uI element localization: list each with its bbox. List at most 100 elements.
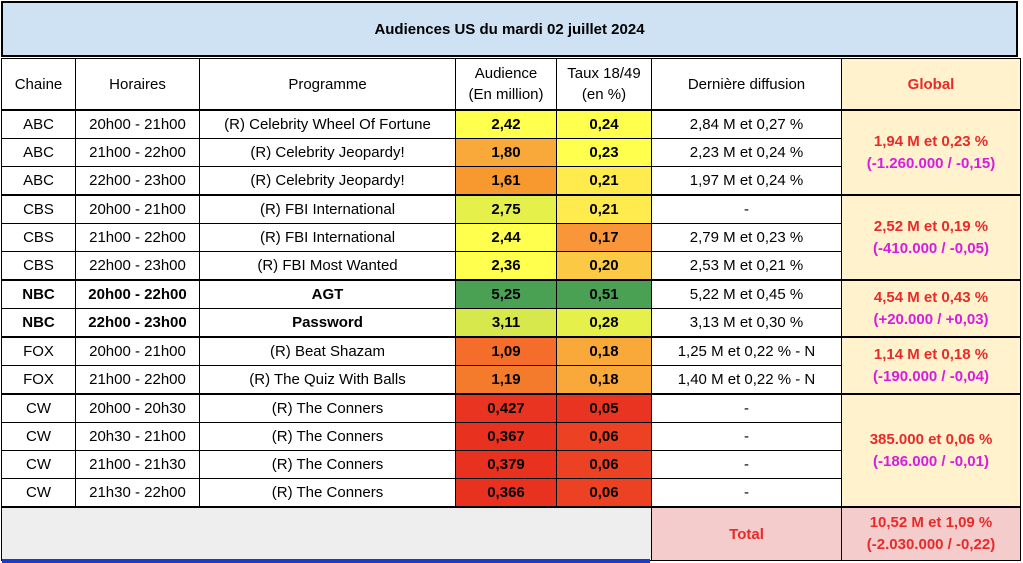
cell-horaires[interactable]: 21h00 - 22h00 bbox=[75, 138, 200, 167]
total-label[interactable]: Total bbox=[651, 506, 842, 561]
cell-horaires[interactable]: 20h00 - 21h00 bbox=[75, 336, 200, 366]
cell-taux[interactable]: 0,21 bbox=[556, 166, 652, 196]
cell-horaires[interactable]: 21h30 - 22h00 bbox=[75, 478, 200, 508]
cell-horaires[interactable]: 20h00 - 20h30 bbox=[75, 393, 200, 423]
cell-taux[interactable]: 0,23 bbox=[556, 138, 652, 167]
cell-programme[interactable]: (R) The Conners bbox=[199, 393, 456, 423]
cell-audience[interactable]: 3,11 bbox=[455, 308, 557, 338]
cell-global-abc[interactable]: 1,94 M et 0,23 % (-1.260.000 / -0,15) bbox=[841, 109, 1021, 196]
cell-chaine[interactable]: ABC bbox=[1, 166, 76, 196]
cell-derniere[interactable]: 5,22 M et 0,45 % bbox=[651, 279, 842, 309]
cell-horaires[interactable]: 22h00 - 23h00 bbox=[75, 308, 200, 338]
cell-chaine[interactable]: FOX bbox=[1, 365, 76, 395]
cell-derniere[interactable]: - bbox=[651, 478, 842, 508]
cell-audience[interactable]: 1,80 bbox=[455, 138, 557, 167]
cell-derniere[interactable]: 2,23 M et 0,24 % bbox=[651, 138, 842, 167]
cell-taux[interactable]: 0,06 bbox=[556, 422, 652, 451]
cell-taux[interactable]: 0,05 bbox=[556, 393, 652, 423]
cell-derniere[interactable]: - bbox=[651, 194, 842, 224]
cell-audience[interactable]: 0,379 bbox=[455, 450, 557, 479]
header-programme[interactable]: Programme bbox=[199, 58, 456, 111]
cell-programme[interactable]: (R) Celebrity Jeopardy! bbox=[199, 138, 456, 167]
cell-chaine[interactable]: NBC bbox=[1, 308, 76, 338]
cell-taux[interactable]: 0,28 bbox=[556, 308, 652, 338]
cell-audience[interactable]: 1,61 bbox=[455, 166, 557, 196]
cell-audience[interactable]: 0,427 bbox=[455, 393, 557, 423]
cell-audience[interactable]: 2,42 bbox=[455, 109, 557, 139]
cell-programme[interactable]: (R) FBI Most Wanted bbox=[199, 251, 456, 281]
cell-programme[interactable]: (R) Beat Shazam bbox=[199, 336, 456, 366]
cell-programme[interactable]: (R) The Quiz With Balls bbox=[199, 365, 456, 395]
header-global[interactable]: Global bbox=[841, 58, 1021, 111]
header-derniere[interactable]: Dernière diffusion bbox=[651, 58, 842, 111]
cell-horaires[interactable]: 22h00 - 23h00 bbox=[75, 251, 200, 281]
cell-taux[interactable]: 0,06 bbox=[556, 478, 652, 508]
cell-global-fox[interactable]: 1,14 M et 0,18 % (-190.000 / -0,04) bbox=[841, 336, 1021, 395]
cell-chaine[interactable]: CW bbox=[1, 422, 76, 451]
cell-derniere[interactable]: 2,84 M et 0,27 % bbox=[651, 109, 842, 139]
cell-taux[interactable]: 0,18 bbox=[556, 336, 652, 366]
total-value[interactable]: 10,52 M et 1,09 % (-2.030.000 / -0,22) bbox=[841, 506, 1021, 561]
cell-taux[interactable]: 0,51 bbox=[556, 279, 652, 309]
cell-programme[interactable]: (R) Celebrity Wheel Of Fortune bbox=[199, 109, 456, 139]
cell-horaires[interactable]: 20h00 - 21h00 bbox=[75, 109, 200, 139]
header-chaine[interactable]: Chaine bbox=[1, 58, 76, 111]
cell-audience[interactable]: 0,366 bbox=[455, 478, 557, 508]
cell-audience[interactable]: 0,367 bbox=[455, 422, 557, 451]
header-horaires[interactable]: Horaires bbox=[75, 58, 200, 111]
cell-programme[interactable]: (R) Celebrity Jeopardy! bbox=[199, 166, 456, 196]
cell-audience[interactable]: 2,75 bbox=[455, 194, 557, 224]
cell-taux[interactable]: 0,06 bbox=[556, 450, 652, 479]
cell-audience[interactable]: 2,44 bbox=[455, 223, 557, 252]
cell-derniere[interactable]: - bbox=[651, 393, 842, 423]
cell-programme[interactable]: (R) The Conners bbox=[199, 478, 456, 508]
header-audience[interactable]: Audience (En million) bbox=[455, 58, 557, 111]
global-cw-delta: (-186.000 / -0,01) bbox=[873, 452, 989, 470]
cell-chaine[interactable]: ABC bbox=[1, 138, 76, 167]
cell-derniere[interactable]: 1,97 M et 0,24 % bbox=[651, 166, 842, 196]
cell-derniere[interactable]: 1,25 M et 0,22 % - N bbox=[651, 336, 842, 366]
cell-programme[interactable]: (R) FBI International bbox=[199, 223, 456, 252]
cell-horaires[interactable]: 20h00 - 21h00 bbox=[75, 194, 200, 224]
cell-chaine[interactable]: CW bbox=[1, 450, 76, 479]
cell-derniere[interactable]: 2,53 M et 0,21 % bbox=[651, 251, 842, 281]
header-taux[interactable]: Taux 18/49 (en %) bbox=[556, 58, 652, 111]
cell-horaires[interactable]: 21h00 - 22h00 bbox=[75, 365, 200, 395]
cell-global-cbs[interactable]: 2,52 M et 0,19 % (-410.000 / -0,05) bbox=[841, 194, 1021, 281]
cell-audience[interactable]: 1,09 bbox=[455, 336, 557, 366]
cell-derniere[interactable]: 3,13 M et 0,30 % bbox=[651, 308, 842, 338]
cell-audience[interactable]: 2,36 bbox=[455, 251, 557, 281]
cell-taux[interactable]: 0,21 bbox=[556, 194, 652, 224]
cell-horaires[interactable]: 22h00 - 23h00 bbox=[75, 166, 200, 196]
cell-horaires[interactable]: 20h30 - 21h00 bbox=[75, 422, 200, 451]
cell-chaine[interactable]: CBS bbox=[1, 194, 76, 224]
cell-chaine[interactable]: FOX bbox=[1, 336, 76, 366]
cell-chaine[interactable]: NBC bbox=[1, 279, 76, 309]
cell-taux[interactable]: 0,20 bbox=[556, 251, 652, 281]
cell-programme[interactable]: (R) FBI International bbox=[199, 194, 456, 224]
cell-audience[interactable]: 5,25 bbox=[455, 279, 557, 309]
cell-chaine[interactable]: CBS bbox=[1, 223, 76, 252]
cell-derniere[interactable]: 1,40 M et 0,22 % - N bbox=[651, 365, 842, 395]
cell-derniere[interactable]: - bbox=[651, 422, 842, 451]
cell-programme[interactable]: AGT bbox=[199, 279, 456, 309]
cell-taux[interactable]: 0,24 bbox=[556, 109, 652, 139]
cell-chaine[interactable]: ABC bbox=[1, 109, 76, 139]
cell-taux[interactable]: 0,17 bbox=[556, 223, 652, 252]
cell-programme[interactable]: (R) The Conners bbox=[199, 422, 456, 451]
cell-global-nbc[interactable]: 4,54 M et 0,43 % (+20.000 / +0,03) bbox=[841, 279, 1021, 338]
cell-programme[interactable]: Password bbox=[199, 308, 456, 338]
cell-derniere[interactable]: 2,79 M et 0,23 % bbox=[651, 223, 842, 252]
cell-taux[interactable]: 0,18 bbox=[556, 365, 652, 395]
cell-horaires[interactable]: 21h00 - 22h00 bbox=[75, 223, 200, 252]
cell-horaires[interactable]: 21h00 - 21h30 bbox=[75, 450, 200, 479]
cell-chaine[interactable]: CW bbox=[1, 393, 76, 423]
cell-chaine[interactable]: CBS bbox=[1, 251, 76, 281]
cell-programme[interactable]: (R) The Conners bbox=[199, 450, 456, 479]
cell-global-cw[interactable]: 385.000 et 0,06 % (-186.000 / -0,01) bbox=[841, 393, 1021, 508]
cell-derniere[interactable]: - bbox=[651, 450, 842, 479]
cell-horaires[interactable]: 20h00 - 22h00 bbox=[75, 279, 200, 309]
cell-chaine[interactable]: CW bbox=[1, 478, 76, 508]
cell-audience[interactable]: 1,19 bbox=[455, 365, 557, 395]
table-row: CBS 22h00 - 23h00 (R) FBI Most Wanted 2,… bbox=[1, 251, 1021, 281]
